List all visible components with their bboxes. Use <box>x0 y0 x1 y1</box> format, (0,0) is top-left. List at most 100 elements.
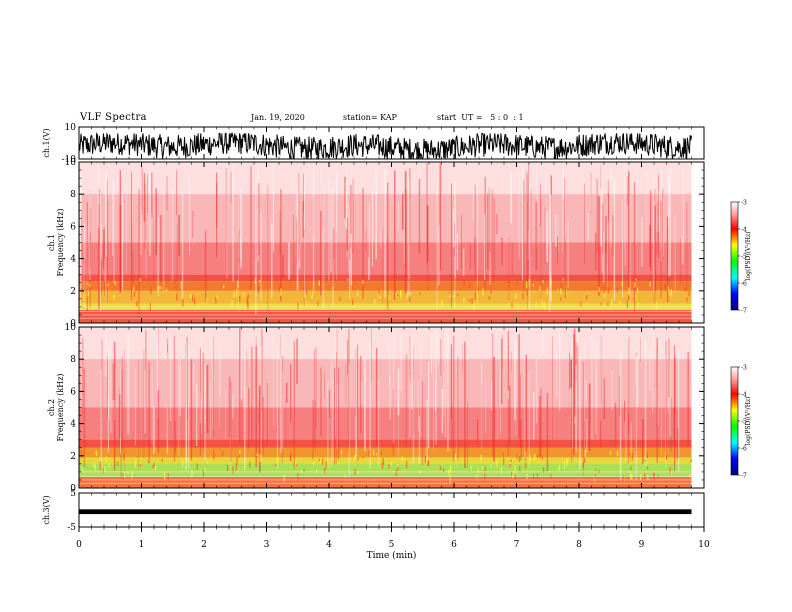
noise-streak <box>335 328 336 436</box>
noise-streak <box>666 217 669 303</box>
spectral-burst <box>628 287 630 295</box>
spectral-burst <box>457 293 459 297</box>
noise-streak <box>368 204 370 275</box>
noise-streak <box>352 179 354 254</box>
noise-streak <box>156 345 159 391</box>
spectral-burst <box>322 458 324 465</box>
y-tick-label: 4 <box>70 255 76 265</box>
spectral-burst <box>669 466 671 474</box>
noise-streak <box>327 380 329 469</box>
spectral-burst <box>122 473 124 480</box>
noise-streak <box>193 363 195 392</box>
spectral-burst <box>114 284 116 287</box>
spectral-burst <box>295 463 297 467</box>
noise-streak <box>691 352 692 381</box>
spectral-burst <box>623 474 625 483</box>
noise-streak <box>83 368 86 467</box>
x-tick-label: 10 <box>698 540 710 550</box>
noise-streak <box>658 174 659 258</box>
colorbar-tick-label: -7 <box>741 308 747 315</box>
noise-streak <box>451 183 452 309</box>
y-axis-label: Frequency (kHz) <box>56 208 65 276</box>
noise-streak <box>375 347 378 447</box>
spectral-burst <box>419 292 421 296</box>
noise-streak <box>661 168 662 262</box>
spectral-burst <box>449 474 451 483</box>
noise-streak <box>501 237 503 266</box>
noise-streak <box>670 398 672 452</box>
spectral-burst <box>507 279 509 284</box>
spectral-burst <box>297 302 299 310</box>
noise-streak <box>190 359 193 461</box>
noise-streak <box>662 188 664 260</box>
spectral-burst <box>490 286 492 294</box>
spectral-burst <box>543 279 545 285</box>
noise-streak <box>246 350 248 386</box>
spectral-burst <box>123 471 125 478</box>
spectral-burst <box>598 470 600 473</box>
noise-streak <box>523 179 525 293</box>
y-tick-label: 6 <box>70 387 76 397</box>
noise-streak <box>404 171 407 294</box>
noise-streak <box>687 351 690 447</box>
noise-streak <box>540 199 542 299</box>
spectral-burst <box>305 299 307 303</box>
noise-streak <box>181 191 184 300</box>
noise-streak <box>273 329 274 426</box>
noise-streak <box>619 350 622 481</box>
noise-streak <box>409 245 411 297</box>
noise-streak <box>674 357 676 414</box>
noise-streak <box>336 351 337 464</box>
spectral-burst <box>439 465 441 471</box>
spectral-burst <box>509 464 511 468</box>
noise-streak <box>312 162 315 291</box>
noise-streak <box>364 356 366 452</box>
noise-streak <box>462 248 465 277</box>
spectral-burst <box>362 456 364 459</box>
noise-streak <box>108 347 110 420</box>
spectral-burst <box>92 464 94 468</box>
noise-streak <box>428 361 430 448</box>
noise-streak <box>356 344 358 442</box>
noise-streak <box>349 209 351 295</box>
noise-streak <box>472 184 474 221</box>
noise-streak <box>131 171 132 301</box>
noise-streak <box>600 187 603 247</box>
noise-streak <box>127 331 129 434</box>
noise-streak <box>192 210 194 239</box>
spectral-burst <box>488 296 490 300</box>
noise-streak <box>80 170 82 289</box>
noise-streak <box>225 386 226 440</box>
spectral-burst <box>150 286 152 295</box>
spectral-burst <box>637 302 639 307</box>
noise-streak <box>251 361 252 407</box>
noise-streak <box>596 178 598 253</box>
spectral-burst <box>216 295 218 299</box>
spectral-burst <box>249 461 251 468</box>
noise-streak <box>345 182 348 229</box>
noise-streak <box>193 216 195 246</box>
spectral-burst <box>344 474 346 478</box>
spectral-burst <box>239 449 241 454</box>
spectral-burst <box>546 287 548 295</box>
spectral-burst <box>114 281 116 286</box>
noise-streak <box>260 345 262 462</box>
noise-streak <box>397 368 400 416</box>
x-axis-label: Time (min) <box>367 550 417 561</box>
spectral-burst <box>670 471 672 475</box>
noise-streak <box>535 358 538 424</box>
noise-streak <box>628 171 630 292</box>
noise-streak <box>500 338 503 404</box>
spectral-burst <box>424 456 426 464</box>
noise-streak <box>211 341 213 368</box>
noise-streak <box>626 176 629 206</box>
noise-streak <box>145 329 147 437</box>
noise-streak <box>104 258 106 282</box>
spectral-burst <box>105 456 107 462</box>
spectral-burst <box>259 279 261 282</box>
noise-streak <box>121 196 124 292</box>
noise-streak <box>131 222 133 284</box>
spectral-burst <box>518 456 521 462</box>
noise-streak <box>171 187 174 282</box>
noise-streak <box>185 344 186 409</box>
